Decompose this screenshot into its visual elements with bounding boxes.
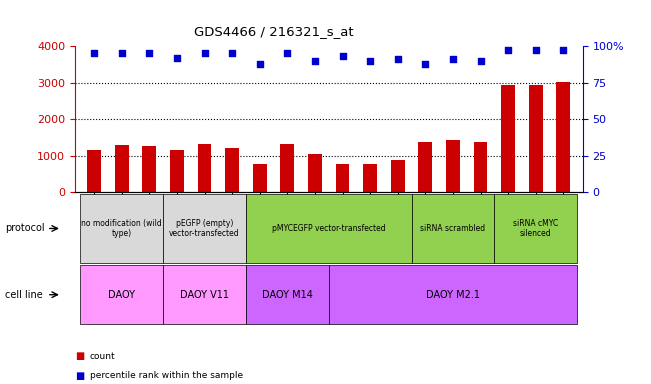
Point	[227, 50, 238, 56]
Text: ■: ■	[75, 351, 84, 361]
Point	[475, 58, 486, 64]
Point	[144, 50, 154, 56]
Bar	[501, 86, 515, 192]
Bar	[87, 150, 101, 192]
Text: DAOY: DAOY	[108, 290, 135, 300]
Point	[531, 47, 541, 53]
Bar	[557, 82, 570, 192]
Bar	[143, 146, 156, 192]
Point	[337, 53, 348, 60]
Point	[255, 61, 265, 67]
Text: percentile rank within the sample: percentile rank within the sample	[90, 371, 243, 380]
Point	[199, 50, 210, 56]
Point	[117, 50, 127, 56]
Point	[310, 58, 320, 64]
Bar	[391, 160, 405, 192]
Bar	[529, 86, 543, 192]
Text: siRNA scrambled: siRNA scrambled	[421, 224, 486, 233]
Bar	[225, 148, 239, 192]
Text: DAOY V11: DAOY V11	[180, 290, 229, 300]
Bar	[281, 144, 294, 192]
Text: siRNA cMYC
silenced: siRNA cMYC silenced	[513, 219, 559, 238]
Text: protocol: protocol	[5, 223, 45, 233]
Text: DAOY M2.1: DAOY M2.1	[426, 290, 480, 300]
Bar	[170, 151, 184, 192]
Text: count: count	[90, 352, 115, 361]
Bar	[253, 164, 267, 192]
Bar	[198, 144, 212, 192]
Bar	[446, 140, 460, 192]
Point	[393, 56, 403, 62]
Text: pMYCEGFP vector-transfected: pMYCEGFP vector-transfected	[272, 224, 385, 233]
Point	[365, 58, 376, 64]
Text: pEGFP (empty)
vector-transfected: pEGFP (empty) vector-transfected	[169, 219, 240, 238]
Bar	[419, 142, 432, 192]
Bar	[308, 154, 322, 192]
Point	[89, 50, 100, 56]
Point	[282, 50, 292, 56]
Text: ■: ■	[75, 371, 84, 381]
Text: GDS4466 / 216321_s_at: GDS4466 / 216321_s_at	[193, 25, 353, 38]
Bar	[363, 164, 377, 192]
Text: DAOY M14: DAOY M14	[262, 290, 312, 300]
Bar	[336, 164, 350, 192]
Bar	[474, 142, 488, 192]
Text: no modification (wild
type): no modification (wild type)	[81, 219, 162, 238]
Text: cell line: cell line	[5, 290, 43, 300]
Point	[503, 47, 514, 53]
Point	[448, 56, 458, 62]
Point	[558, 47, 568, 53]
Point	[420, 61, 430, 67]
Bar	[115, 145, 129, 192]
Point	[172, 55, 182, 61]
